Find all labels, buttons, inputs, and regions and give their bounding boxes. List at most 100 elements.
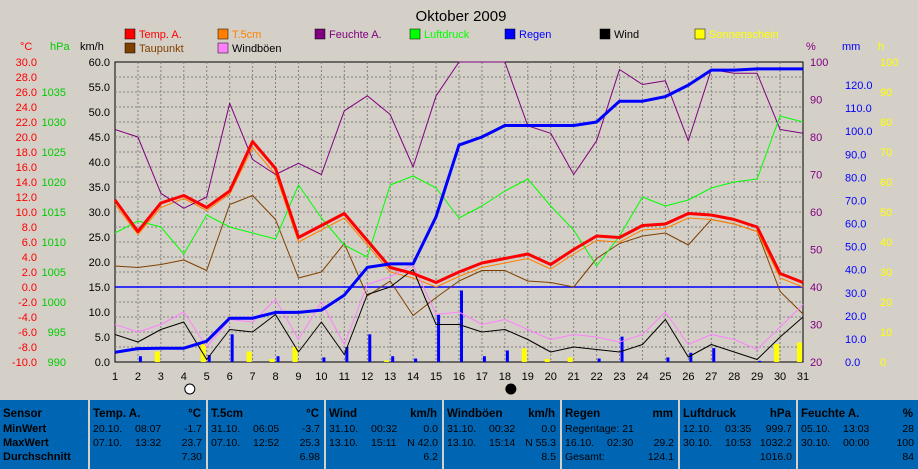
stats-row: Durchschnitt [3, 451, 82, 464]
y-tick-label-temp: 16.0 [16, 162, 37, 174]
y-tick-label-rain: 90.0 [845, 149, 866, 161]
x-tick-label: 17 [476, 371, 488, 383]
stats-value: 6.98 [299, 451, 320, 463]
bar-regendaily [597, 358, 601, 362]
y-tick-label-humidity: 60 [810, 207, 822, 219]
y-tick-label-temp: 6.0 [22, 237, 37, 249]
chart-title: Oktober 2009 [416, 8, 507, 25]
stats-value: 12:52 [253, 437, 280, 449]
y-tick-label-humidity: 100 [810, 57, 828, 69]
stats-header: T.5cm [211, 408, 243, 420]
y-tick-label-sun: 50 [880, 207, 892, 219]
statistics-panel: Sensor MinWert MaxWert Durchschnitt Temp. A.… [0, 400, 918, 469]
bar-regendaily [368, 334, 372, 362]
stats-row: 20.10. 08:07 -1.7 [93, 423, 202, 436]
y-tick-label-temp: 28.0 [16, 72, 37, 84]
stats-value: 15:11 [371, 437, 397, 449]
stats-value: 1016.0 [759, 451, 792, 463]
y-tick-label-wind: 25.0 [89, 232, 110, 244]
legend-label: Sonnenschein [709, 29, 779, 41]
y-tick-label-pressure: 1005 [42, 267, 66, 279]
stats-row: 12.10. 03:35 999.7 [683, 423, 792, 436]
stats-column: T.5cm °C 31.10. 06:05 -3.7 07.10. 12:52 25.3 6.9… [206, 400, 324, 469]
y-tick-label-pressure: 1030 [42, 117, 66, 129]
y-tick-label-temp: -4.0 [18, 312, 37, 324]
y-tick-label-temp: -8.0 [18, 342, 37, 354]
bar-sonnenschein [521, 348, 527, 362]
bar-regendaily [230, 334, 234, 362]
stats-row: 8.5 [447, 451, 556, 464]
x-tick-label: 28 [728, 371, 740, 383]
stats-value: 30.10. [801, 437, 831, 449]
y-tick-label-rain: 0.0 [845, 357, 860, 369]
stats-row: 1016.0 [683, 451, 792, 464]
bar-sonnenschein [384, 360, 390, 362]
x-tick-label: 12 [361, 371, 373, 383]
x-tick-label: 1 [112, 371, 118, 383]
y-tick-label-rain: 20.0 [845, 311, 866, 323]
bar-sonnenschein [797, 342, 802, 362]
stats-unit: % [902, 408, 913, 420]
stats-value: 02:30 [607, 437, 634, 449]
y-tick-label-rain: 100.0 [845, 126, 873, 138]
y-tick-label-rain: 40.0 [845, 265, 866, 277]
stats-header: Feuchte A. [801, 408, 860, 420]
x-tick-label: 8 [272, 371, 278, 383]
x-tick-label: 2 [135, 371, 141, 383]
stats-value: N 55.3 [525, 437, 556, 449]
y-tick-label-temp: 26.0 [16, 87, 37, 99]
y-tick-label-pressure: 990 [48, 357, 66, 369]
weather-chart: Oktober 2009 Temp. A. T.5cm Feuchte A. Luft… [12, 8, 898, 395]
y-tick-label-humidity: 40 [810, 282, 822, 294]
x-tick-label: 22 [590, 371, 602, 383]
y-tick-label-temp: 18.0 [16, 147, 37, 159]
stats-header: Sensor [3, 408, 42, 420]
stats-column: Regen mm Regentage: 21 16.10. 02:30 29.2 Gesam… [560, 400, 678, 469]
bar-sonnenschein [774, 344, 780, 362]
stats-value: 0.0 [541, 423, 556, 435]
y-tick-label-humidity: 90 [810, 95, 822, 107]
x-tick-label: 23 [613, 371, 625, 383]
legend-swatch [217, 28, 229, 40]
y-tick-label-sun: 90 [880, 87, 892, 99]
stats-row: 31.10. 00:32 0.0 [447, 423, 556, 436]
stats-value: 07.10. [93, 437, 123, 449]
x-tick-label: 11 [339, 371, 350, 383]
y-tick-label-wind: 15.0 [89, 282, 110, 294]
stats-value: Durchschnitt [3, 451, 71, 463]
x-tick-label: 31 [797, 371, 809, 383]
legend-swatch [124, 28, 136, 40]
y-tick-label-temp: -6.0 [18, 327, 37, 339]
x-tick-label: 21 [568, 371, 580, 383]
legend: Temp. A. T.5cm Feuchte A. Luftdruck Regen Win… [124, 28, 779, 55]
stats-value: 0.0 [423, 423, 438, 435]
stats-unit: km/h [410, 408, 437, 420]
y-tick-label-temp: 0.0 [22, 282, 37, 294]
stats-value: 05.10. [801, 423, 831, 435]
x-tick-label: 15 [430, 371, 442, 383]
axis-unit-rain: mm [842, 41, 860, 53]
stats-row: 6.98 [211, 451, 320, 464]
stats-value: Regentage: 21 [565, 423, 634, 435]
stats-row: 16.10. 02:30 29.2 [565, 437, 674, 450]
stats-value: -3.7 [301, 423, 320, 435]
axis-unit-labels: °C hPa km/h% mm h [20, 41, 884, 53]
series-line-luftdruck [114, 115, 804, 267]
y-tick-label-temp: 10.0 [16, 207, 37, 219]
stats-column: Temp. A. °C 20.10. 08:07 -1.7 07.10. 13:32 23.7… [88, 400, 206, 469]
y-tick-label-rain: 30.0 [845, 288, 866, 300]
x-tick-label: 18 [499, 371, 511, 383]
stats-row: Regentage: 21 [565, 423, 674, 436]
stats-row: 31.10. 00:32 0.0 [329, 423, 438, 436]
y-tick-label-temp: 12.0 [16, 192, 37, 204]
bar-sonnenschein [154, 351, 160, 362]
stats-value: 31.10. [211, 423, 241, 435]
legend-label: T.5cm [232, 29, 261, 41]
stats-column: Sensor MinWert MaxWert Durchschnitt [0, 400, 86, 469]
legend-label: Wind [614, 29, 639, 41]
x-tick-label: 13 [384, 371, 396, 383]
series-line-regen [114, 67, 803, 354]
stats-unit: °C [306, 408, 319, 420]
stats-unit: mm [652, 408, 673, 420]
y-tick-label-temp: 2.0 [22, 267, 37, 279]
